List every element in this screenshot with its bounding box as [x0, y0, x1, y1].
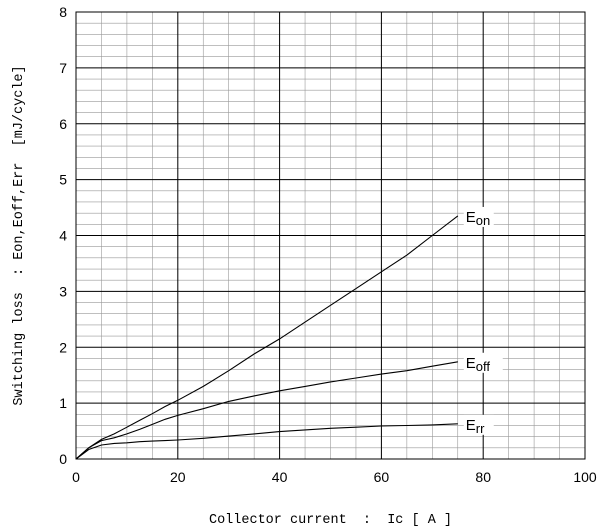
y-tick-labels: 0 1 2 3 4 5 6 7 8: [59, 4, 67, 467]
major-grid: [76, 12, 585, 459]
y-tick-label: 8: [59, 4, 67, 20]
x-tick-label: 20: [170, 469, 186, 485]
x-tick-label: 100: [573, 469, 597, 485]
series-label-main: E: [466, 417, 476, 434]
plot-frame: [75, 11, 586, 460]
series-label-sub: off: [476, 359, 491, 374]
x-tick-label: 0: [72, 469, 80, 485]
y-tick-label: 1: [59, 395, 67, 411]
series-label-sub: rr: [476, 421, 485, 436]
series-label-main: E: [466, 355, 476, 372]
x-tick-label: 40: [272, 469, 288, 485]
series-label-bg: [463, 206, 494, 227]
series-label-err: Err: [466, 417, 485, 436]
y-tick-label: 7: [59, 60, 67, 76]
series-label-eon: Eon: [466, 209, 490, 228]
series-label-bg: [463, 414, 494, 435]
series-label-eoff: Eoff: [466, 355, 491, 374]
series-line-err: [75, 423, 458, 460]
y-tick-label: 5: [59, 172, 67, 188]
y-tick-label: 2: [59, 339, 67, 355]
series-label-bg: [463, 352, 503, 373]
y-tick-label: 4: [59, 228, 67, 244]
y-axis-title: Switching loss : Eon,Eoff,Err [mJ/cycle]: [12, 65, 27, 405]
x-tick-label: 80: [475, 469, 491, 485]
series-line-eoff: [75, 361, 458, 460]
series-label-main: E: [466, 209, 476, 226]
series-line-eon: [75, 215, 459, 460]
y-tick-label: 3: [59, 283, 67, 299]
y-tick-label: 6: [59, 116, 67, 132]
series-label-sub: on: [476, 213, 490, 228]
series-lines: [75, 215, 459, 460]
x-tick-label: 60: [374, 469, 390, 485]
x-axis-title: Collector current : Ic [ A ]: [209, 513, 452, 528]
y-tick-label: 0: [59, 451, 67, 467]
x-tick-labels: 0 20 40 60 80 100: [72, 469, 597, 485]
